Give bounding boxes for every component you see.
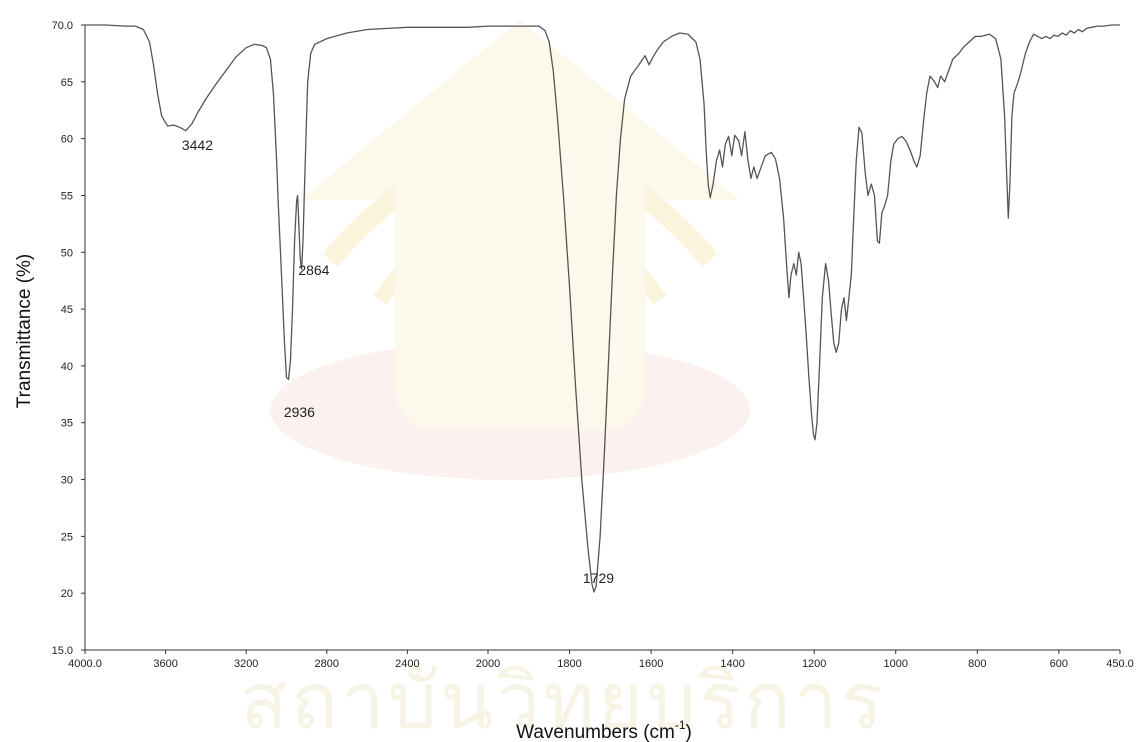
y-tick-label: 50	[61, 247, 73, 259]
x-tick-label: 1400	[720, 658, 744, 670]
y-axis-ticks: 70.0 65 60 55 50 45 40 35 30 25 20 15.0	[52, 20, 85, 657]
y-tick-label: 55	[61, 190, 73, 202]
peak-label: 1729	[583, 570, 614, 586]
x-tick-label: 4000.0	[68, 658, 102, 670]
x-tick-label: 1800	[557, 658, 581, 670]
x-tick-label: 2000	[476, 658, 500, 670]
x-axis-title-superscript: -1	[675, 718, 686, 732]
peak-label: 2864	[298, 262, 329, 278]
x-tick-label: 3200	[234, 658, 258, 670]
x-axis-title: Wavenumbers (cm-1)	[516, 718, 692, 742]
x-tick-label: 3600	[153, 658, 177, 670]
y-tick-label: 30	[61, 475, 73, 487]
x-tick-label: 450.0	[1106, 658, 1134, 670]
x-tick-label: 1600	[639, 658, 663, 670]
x-axis-title-tail: )	[686, 722, 692, 742]
y-tick-label: 60	[61, 134, 73, 146]
x-axis-title-main: Wavenumbers (cm	[516, 722, 675, 742]
x-tick-label: 1200	[802, 658, 826, 670]
y-tick-label: 15.0	[52, 645, 73, 657]
y-axis-title: Transmittance (%)	[14, 254, 35, 409]
x-tick-label: 800	[968, 658, 986, 670]
y-tick-label: 20	[61, 588, 73, 600]
y-tick-label: 65	[61, 77, 73, 89]
watermark-emblem: สถาบันวิทยบริการ	[240, 20, 886, 742]
x-tick-label: 2400	[395, 658, 419, 670]
peak-label: 2936	[284, 404, 315, 420]
x-tick-label: 2800	[315, 658, 339, 670]
y-tick-label: 35	[61, 418, 73, 430]
peak-label: 3442	[182, 137, 213, 153]
y-tick-label: 25	[61, 531, 73, 543]
x-tick-label: 600	[1050, 658, 1068, 670]
y-tick-label: 70.0	[52, 20, 73, 32]
y-tick-label: 45	[61, 304, 73, 316]
y-tick-label: 40	[61, 361, 73, 373]
x-tick-label: 1000	[883, 658, 907, 670]
